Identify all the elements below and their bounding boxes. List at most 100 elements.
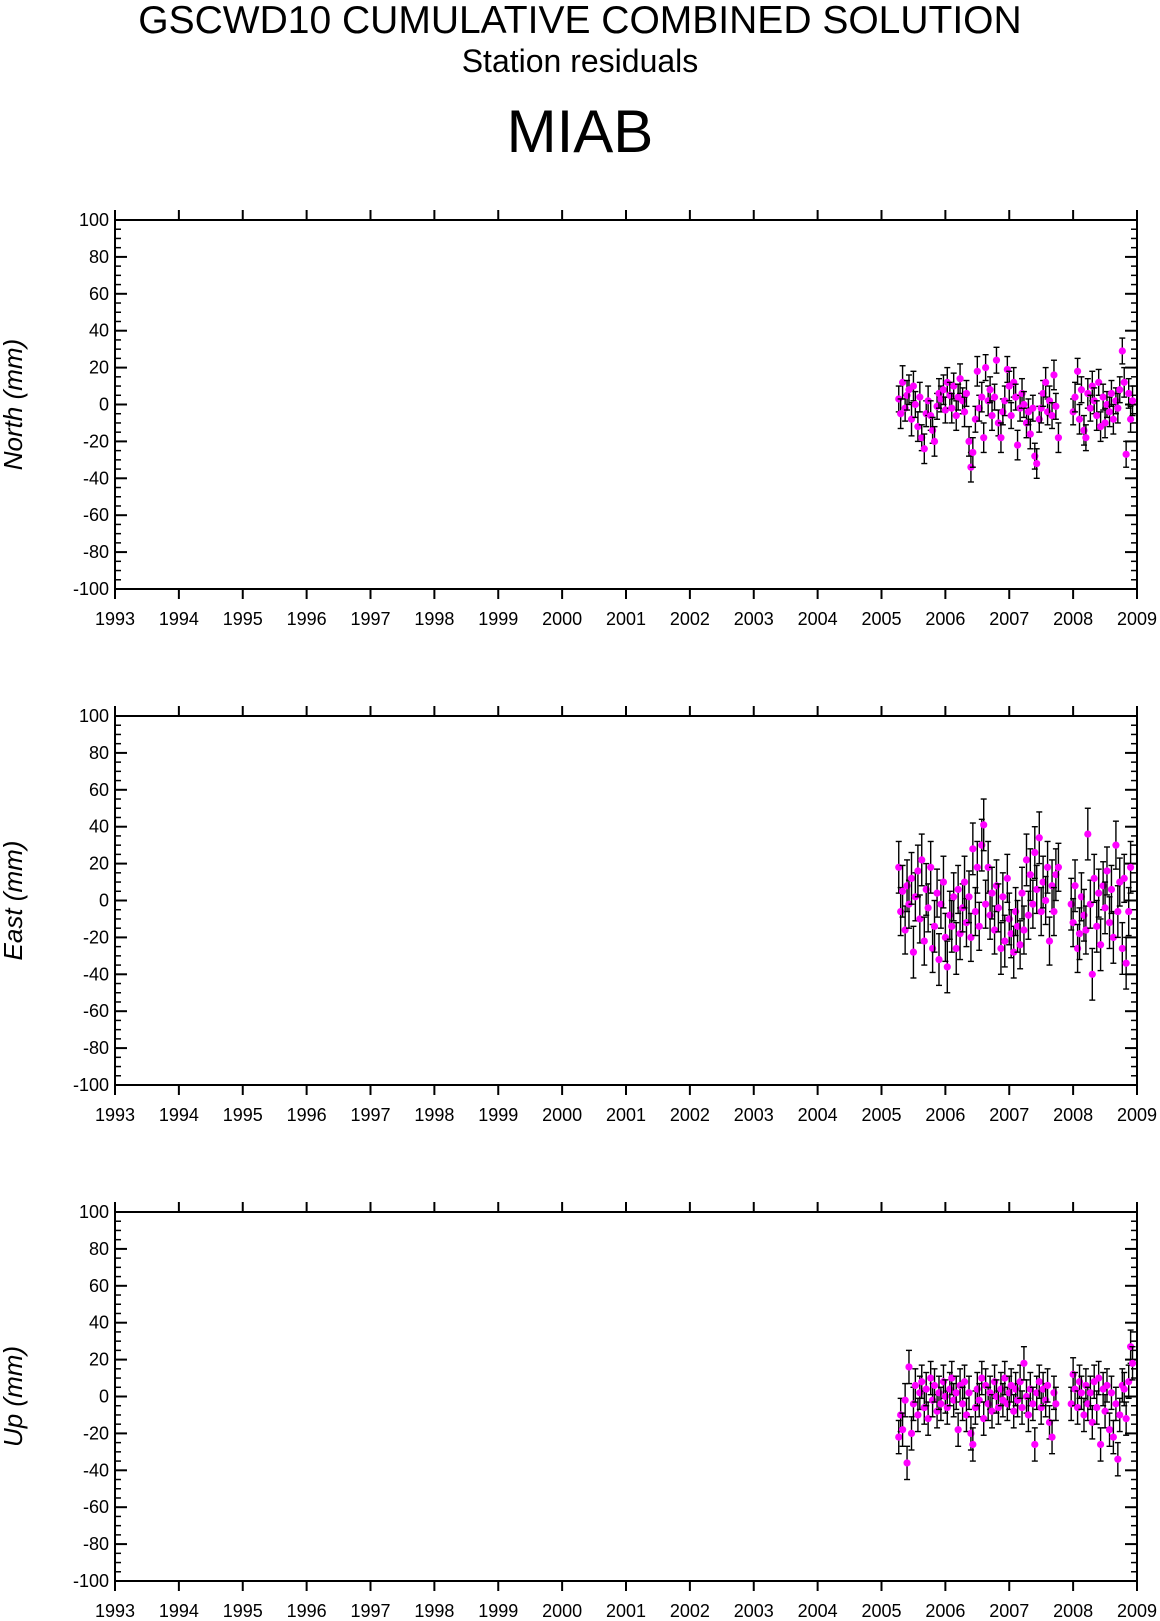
north-ytick-label: -100 bbox=[73, 579, 109, 599]
east-ytick-label: 60 bbox=[89, 780, 109, 800]
north-ytick-label: 80 bbox=[89, 247, 109, 267]
east-data-point bbox=[933, 889, 941, 897]
up-ytick-label: -80 bbox=[83, 1534, 109, 1554]
page-subtitle: Station residuals bbox=[461, 43, 699, 79]
up-xtick-label: 1994 bbox=[159, 1601, 199, 1621]
east-data-point bbox=[907, 874, 916, 882]
north-xtick-label: 2000 bbox=[542, 609, 582, 629]
north-data-point bbox=[1105, 408, 1114, 416]
east-xtick-label: 2000 bbox=[542, 1105, 582, 1125]
up-data-point bbox=[1114, 1455, 1122, 1463]
east-xtick-label: 2005 bbox=[861, 1105, 901, 1125]
east-data-point bbox=[1013, 922, 1022, 930]
east-data-point bbox=[973, 863, 981, 871]
north-xtick-label: 2002 bbox=[670, 609, 710, 629]
north-xtick-label: 1997 bbox=[350, 609, 390, 629]
east-ytick-label: 100 bbox=[79, 706, 109, 726]
north-data-point bbox=[982, 364, 990, 372]
east-data-point bbox=[1042, 896, 1050, 905]
up-data-point bbox=[960, 1378, 969, 1386]
north-data-point bbox=[1013, 441, 1022, 449]
up-xtick-label: 2002 bbox=[670, 1601, 710, 1621]
up-xtick-label: 2004 bbox=[798, 1601, 838, 1621]
up-ytick-label: -60 bbox=[83, 1497, 109, 1517]
north-data-point bbox=[1118, 347, 1126, 355]
east-data-point bbox=[988, 889, 996, 897]
up-xtick-label: 2005 bbox=[861, 1601, 901, 1621]
east-data-point bbox=[943, 963, 951, 971]
north-ytick-label: 100 bbox=[79, 210, 109, 230]
north-ytick-label: 60 bbox=[89, 284, 109, 304]
up-data-point bbox=[954, 1426, 962, 1434]
east-data-point bbox=[920, 937, 928, 945]
east-data-point bbox=[994, 904, 1002, 912]
east-data-point bbox=[1022, 856, 1031, 864]
north-data-point bbox=[1120, 378, 1128, 386]
up-data-point bbox=[1116, 1411, 1124, 1419]
east-xtick-label: 2004 bbox=[798, 1105, 838, 1125]
east-data-point bbox=[937, 900, 945, 908]
east-ytick-label: -20 bbox=[83, 927, 109, 947]
up-data-point bbox=[898, 1426, 907, 1434]
east-xtick-label: 2002 bbox=[670, 1105, 710, 1125]
north-data-point bbox=[1128, 397, 1137, 405]
north-data-point bbox=[1114, 404, 1122, 412]
east-data-point bbox=[1120, 874, 1128, 882]
north-data-point bbox=[1001, 397, 1009, 405]
east-data-point bbox=[1107, 885, 1116, 894]
east-data-point bbox=[939, 878, 948, 886]
up-data-point bbox=[927, 1374, 935, 1382]
up-data-point bbox=[1010, 1407, 1018, 1415]
up-data-point bbox=[895, 1433, 903, 1441]
up-data-point bbox=[918, 1378, 926, 1386]
up-ytick-label: -100 bbox=[73, 1571, 109, 1591]
east-data-point bbox=[1122, 959, 1130, 967]
east-ytick-label: -100 bbox=[73, 1075, 109, 1095]
up-xtick-label: 1998 bbox=[414, 1601, 454, 1621]
up-ytick-label: 20 bbox=[89, 1350, 109, 1370]
up-data-point bbox=[901, 1396, 909, 1404]
up-data-point bbox=[978, 1374, 986, 1382]
east-data-point bbox=[1054, 863, 1063, 871]
east-data-point bbox=[1035, 834, 1043, 842]
north-data-point bbox=[990, 393, 999, 401]
north-data-point bbox=[1116, 386, 1124, 394]
up-data-point bbox=[1031, 1440, 1039, 1449]
up-data-point bbox=[1103, 1381, 1111, 1390]
north-data-point bbox=[909, 382, 918, 390]
east-data-point bbox=[971, 907, 979, 916]
north-data-point bbox=[986, 386, 994, 394]
east-data-point bbox=[999, 893, 1007, 901]
north-data-point bbox=[1093, 411, 1101, 420]
east-ytick-label: -60 bbox=[83, 1001, 109, 1021]
up-data-point bbox=[1128, 1359, 1137, 1367]
east-data-point bbox=[1075, 930, 1084, 938]
station-name: MIAB bbox=[506, 98, 654, 165]
north-data-point bbox=[980, 434, 988, 442]
up-data-point bbox=[1035, 1378, 1043, 1386]
north-data-point bbox=[1122, 450, 1130, 458]
up-data-point bbox=[965, 1389, 973, 1397]
up-data-point bbox=[1029, 1400, 1037, 1408]
up-data-point bbox=[1105, 1426, 1114, 1434]
up-xtick-label: 1997 bbox=[350, 1601, 390, 1621]
up-xtick-label: 2000 bbox=[542, 1601, 582, 1621]
east-data-point bbox=[965, 893, 973, 901]
east-data-point bbox=[950, 893, 958, 901]
north-data-point bbox=[952, 411, 960, 420]
north-data-point bbox=[1086, 404, 1094, 412]
east-xtick-label: 2003 bbox=[734, 1105, 774, 1125]
north-ytick-label: -40 bbox=[83, 468, 109, 488]
north-ytick-label: 0 bbox=[99, 395, 109, 415]
east-data-point bbox=[1003, 874, 1011, 882]
up-data-point bbox=[1048, 1433, 1056, 1441]
north-xtick-label: 1998 bbox=[414, 609, 454, 629]
east-data-point bbox=[1109, 933, 1117, 942]
north-data-point bbox=[1071, 393, 1079, 401]
east-data-point bbox=[1090, 874, 1098, 882]
north-xtick-label: 2003 bbox=[734, 609, 774, 629]
up-data-point bbox=[1018, 1403, 1026, 1412]
north-data-point bbox=[1020, 400, 1028, 409]
east-data-point bbox=[1096, 941, 1105, 949]
